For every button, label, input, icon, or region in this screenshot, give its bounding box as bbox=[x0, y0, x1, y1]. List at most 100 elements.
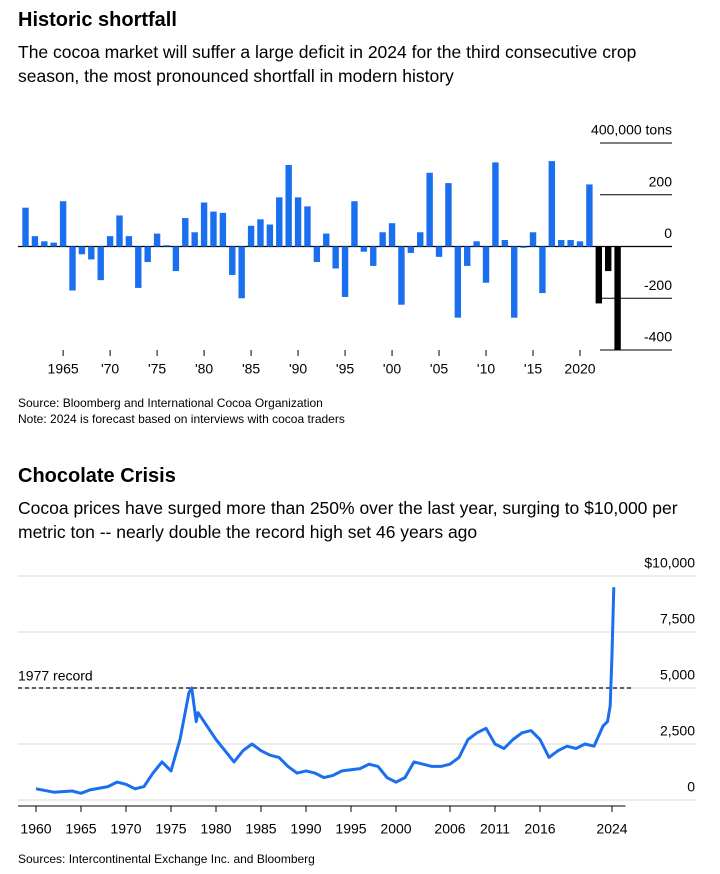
bar bbox=[332, 246, 339, 269]
y-tick-label: 0 bbox=[687, 779, 695, 795]
bar bbox=[388, 223, 396, 247]
bar bbox=[304, 206, 311, 247]
x-tick-label: 2016 bbox=[524, 821, 555, 837]
bar bbox=[614, 246, 621, 350]
bar bbox=[22, 207, 29, 247]
bar bbox=[529, 232, 537, 247]
bar bbox=[285, 164, 292, 247]
bar bbox=[125, 236, 133, 247]
bar bbox=[586, 184, 593, 247]
bar bbox=[370, 246, 377, 266]
note: Note: 2024 is forecast based on intervie… bbox=[18, 412, 345, 426]
chart-title: Chocolate Crisis bbox=[18, 465, 176, 487]
x-tick-label: 2024 bbox=[596, 821, 627, 837]
bar bbox=[276, 197, 283, 247]
bar bbox=[257, 219, 264, 247]
bar bbox=[398, 246, 405, 305]
bar bbox=[548, 161, 556, 247]
x-tick-label: '15 bbox=[524, 361, 542, 377]
bar bbox=[172, 246, 180, 272]
bar bbox=[78, 246, 86, 255]
source: Sources: Intercontinental Exchange Inc. … bbox=[18, 852, 315, 866]
x-tick-label: '95 bbox=[336, 361, 354, 377]
bar bbox=[294, 197, 302, 247]
bar bbox=[116, 215, 123, 247]
y-tick-label: 200 bbox=[649, 173, 673, 189]
bar bbox=[313, 246, 321, 263]
bar bbox=[520, 246, 527, 248]
x-tick-label: 1985 bbox=[245, 821, 276, 837]
bar bbox=[97, 246, 104, 281]
bar bbox=[229, 246, 236, 275]
bar bbox=[595, 246, 603, 304]
bar bbox=[511, 246, 518, 318]
bar bbox=[605, 246, 612, 272]
bar bbox=[191, 232, 198, 247]
x-tick-label: '00 bbox=[383, 361, 401, 377]
x-tick-label: 1965 bbox=[48, 361, 79, 377]
bar bbox=[379, 232, 386, 247]
y-tick-label: 7,500 bbox=[660, 611, 695, 627]
bar bbox=[417, 232, 424, 247]
y-tick-label: 0 bbox=[664, 225, 672, 241]
x-tick-label: 1990 bbox=[290, 821, 321, 837]
x-tick-label: 1960 bbox=[20, 821, 51, 837]
bar bbox=[473, 241, 480, 247]
x-tick-label: 1995 bbox=[335, 821, 366, 837]
bar bbox=[106, 236, 114, 247]
x-tick-label: 2006 bbox=[434, 821, 465, 837]
x-tick-label: '80 bbox=[195, 361, 213, 377]
bar bbox=[445, 183, 452, 247]
x-tick-label: 2020 bbox=[564, 361, 595, 377]
y-tick-label: 5,000 bbox=[660, 667, 695, 683]
x-tick-label: 1980 bbox=[200, 821, 231, 837]
x-tick-label: '90 bbox=[289, 361, 307, 377]
bar bbox=[341, 246, 349, 297]
bar bbox=[135, 246, 142, 288]
y-tick-label: $10,000 bbox=[644, 555, 695, 571]
x-tick-label: 2000 bbox=[380, 821, 411, 837]
bar bbox=[576, 241, 584, 247]
bar bbox=[360, 246, 368, 252]
bar bbox=[266, 224, 274, 247]
y-tick-label: -200 bbox=[644, 277, 672, 293]
bar bbox=[426, 172, 433, 247]
bar bbox=[210, 211, 217, 247]
bar bbox=[219, 212, 227, 247]
bar bbox=[59, 201, 67, 247]
x-tick-label: 1965 bbox=[65, 821, 96, 837]
bar bbox=[492, 162, 499, 247]
bar bbox=[501, 240, 509, 247]
bar bbox=[407, 246, 415, 253]
source: Source: Bloomberg and International Coco… bbox=[18, 396, 323, 410]
x-tick-label: '05 bbox=[430, 361, 448, 377]
bar bbox=[482, 246, 490, 283]
chart-subtitle: The cocoa market will suffer a large def… bbox=[18, 42, 637, 86]
x-tick-label: '85 bbox=[242, 361, 260, 377]
x-tick-label: 1975 bbox=[155, 821, 186, 837]
bar bbox=[163, 245, 170, 247]
chart-subtitle: Cocoa prices have surged more than 250% … bbox=[18, 498, 678, 542]
y-tick-label: 400,000 tons bbox=[591, 122, 672, 138]
bar bbox=[182, 218, 189, 247]
bar bbox=[435, 246, 443, 257]
y-tick-label: -400 bbox=[644, 329, 672, 345]
x-tick-label: '10 bbox=[477, 361, 495, 377]
bar bbox=[31, 236, 39, 247]
bar bbox=[238, 246, 245, 299]
bar bbox=[247, 225, 255, 247]
bar bbox=[50, 242, 57, 247]
bar bbox=[200, 202, 208, 247]
y-tick-label: 2,500 bbox=[660, 723, 695, 739]
bar bbox=[567, 240, 574, 247]
price-line bbox=[35, 587, 616, 795]
bar bbox=[153, 233, 161, 247]
x-tick-label: 1970 bbox=[110, 821, 141, 837]
reference-label: 1977 record bbox=[18, 668, 93, 684]
bar bbox=[69, 246, 76, 291]
bar bbox=[88, 246, 95, 260]
bar bbox=[351, 201, 358, 247]
bar bbox=[558, 240, 565, 247]
